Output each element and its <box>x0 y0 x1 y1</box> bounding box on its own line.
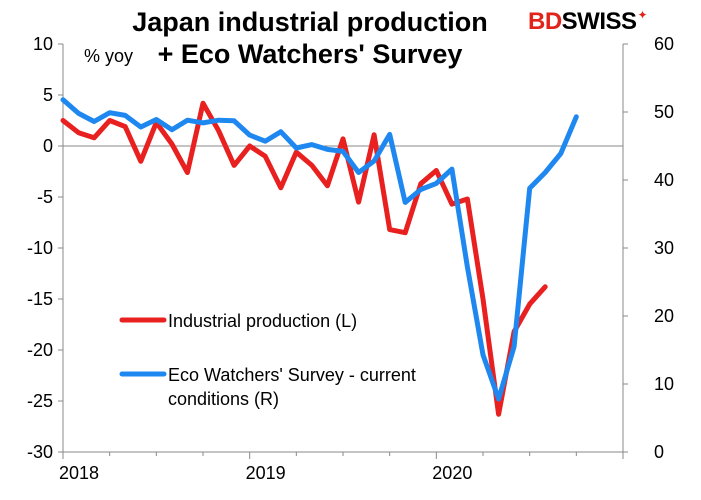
series-lines <box>60 97 579 417</box>
left-tick-label: -20 <box>27 340 53 360</box>
right-tick-label: 20 <box>654 306 674 326</box>
series-line-eco-watchers <box>60 97 579 402</box>
logo-text-bd: BD <box>528 8 562 35</box>
title-line-1: Japan industrial production <box>132 7 488 37</box>
logo-text-swiss: SWISS <box>561 8 637 35</box>
left-tick-label: -5 <box>37 187 53 207</box>
x-tick-label: 2018 <box>59 463 99 483</box>
legend-label-eco-watchers: Eco Watchers' Survey - current conditions… <box>168 365 416 409</box>
chart-title: Japan industrial production + Eco Watche… <box>60 6 560 70</box>
right-tick-label: 10 <box>654 374 674 394</box>
x-tick-label: 2019 <box>246 463 286 483</box>
bdswiss-logo: BDSWISS✦ <box>528 8 648 35</box>
series-line-industrial-production <box>60 100 548 417</box>
left-tick-label: 10 <box>33 34 53 54</box>
right-tick-label: 30 <box>654 238 674 258</box>
legend: Industrial production (L) Eco Watchers' S… <box>119 311 416 409</box>
logo-star-icon: ✦ <box>637 8 648 22</box>
left-tick-label: -25 <box>27 391 53 411</box>
title-line-2: + Eco Watchers' Survey <box>157 39 463 69</box>
left-tick-label: -15 <box>27 289 53 309</box>
left-tick-label: 5 <box>43 85 53 105</box>
right-tick-label: 0 <box>654 442 664 462</box>
right-tick-label: 40 <box>654 170 674 190</box>
left-tick-label: -10 <box>27 238 53 258</box>
legend-label-line-1: Eco Watchers' Survey - current <box>168 365 416 385</box>
right-tick-label: 60 <box>654 34 674 54</box>
x-tick-label: 2020 <box>432 463 472 483</box>
legend-label-industrial-production: Industrial production (L) <box>168 311 357 331</box>
right-tick-label: 50 <box>654 102 674 122</box>
left-axis-unit-label: % yoy <box>84 46 133 66</box>
left-tick-label: 0 <box>43 136 53 156</box>
left-tick-label: -30 <box>27 442 53 462</box>
legend-label-line-2: conditions (R) <box>168 389 279 409</box>
